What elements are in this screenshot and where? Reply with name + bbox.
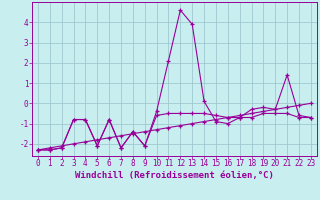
X-axis label: Windchill (Refroidissement éolien,°C): Windchill (Refroidissement éolien,°C) (75, 171, 274, 180)
